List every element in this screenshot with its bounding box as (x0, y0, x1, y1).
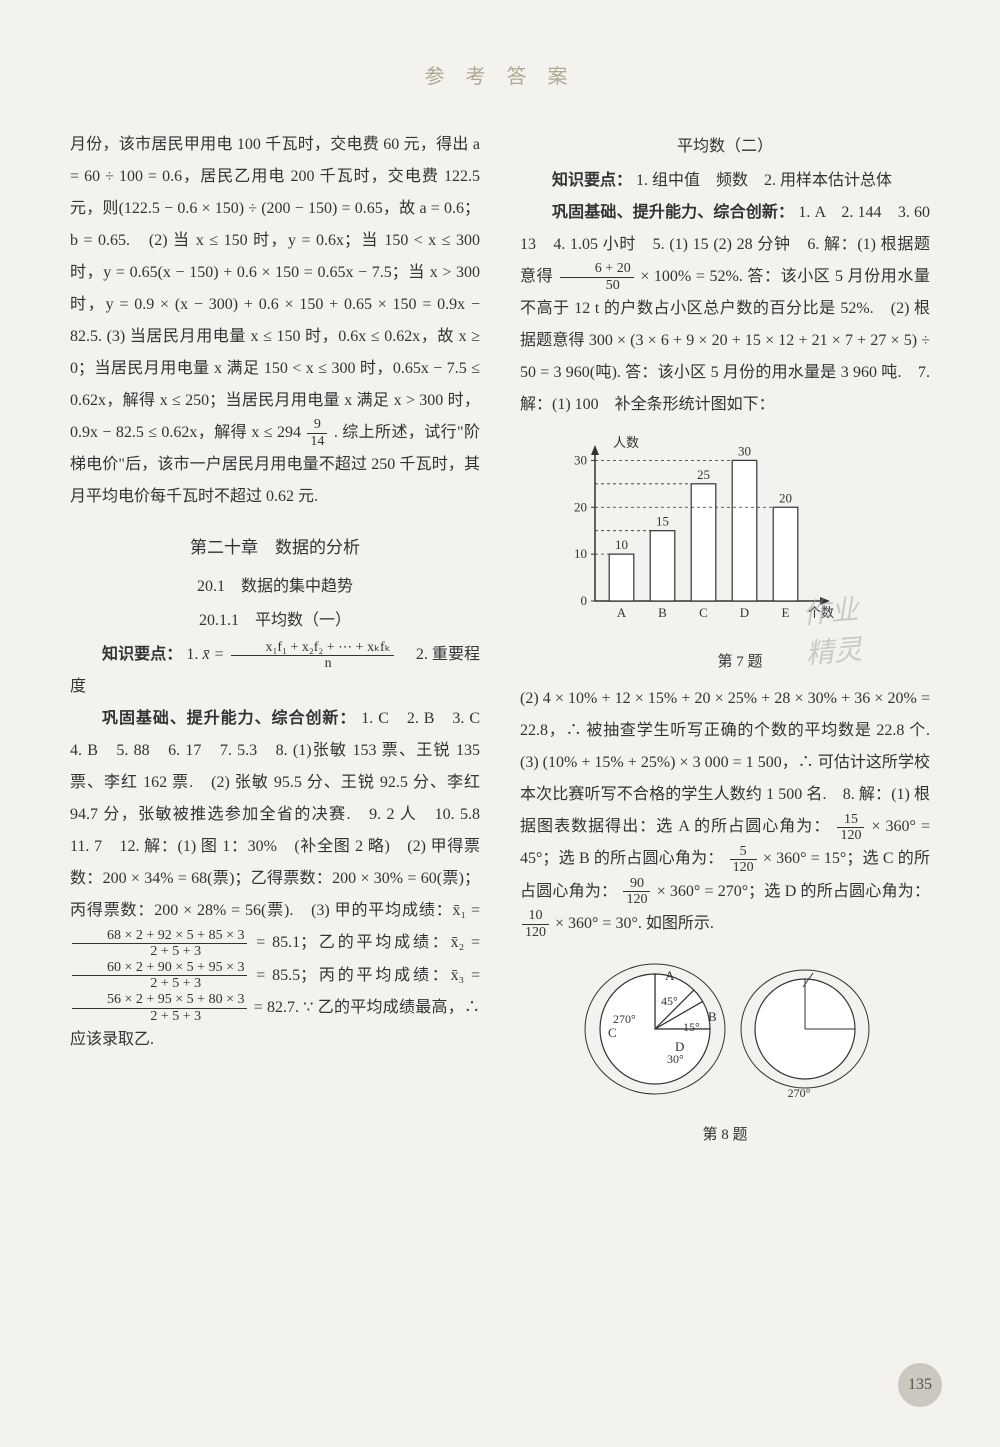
svg-text:30°: 30° (667, 1052, 684, 1066)
left-para-1a: 月份，该市居民甲用电 100 千瓦时，交电费 60 元，得出 a = 60 ÷ … (70, 136, 480, 441)
frac-8B: 5 120 (728, 844, 759, 876)
gonggu-b: = 85.1；乙的平均成绩：x̄₂ = (256, 934, 480, 951)
svg-text:15°: 15° (683, 1020, 700, 1034)
zhishi-1-prefix: 1. (186, 646, 202, 663)
svg-text:270°: 270° (788, 1086, 811, 1100)
right-zhishi: 知识要点： 1. 组中值 频数 2. 用样本估计总体 (520, 165, 930, 197)
svg-text:A: A (617, 605, 627, 620)
page-number: 135 (898, 1363, 942, 1407)
gonggu-label: 巩固基础、提升能力、综合创新： (102, 710, 356, 727)
right-gonggu-f: × 360° = 270°；选 D 的所占圆心角为： (657, 883, 930, 900)
gonggu-c: = 85.5；丙的平均成绩：x̄₃ = (256, 967, 480, 984)
frac-6-1: 6 + 20 50 (558, 261, 636, 293)
svg-text:10: 10 (615, 537, 628, 552)
zhishi-line: 知识要点： 1. x̄ = x₁f₁ + x₂f₂ + ⋯ + xₖfₖ n 2… (70, 639, 480, 703)
svg-text:0: 0 (581, 593, 588, 608)
right-gonggu-label: 巩固基础、提升能力、综合创新： (552, 204, 794, 221)
svg-text:C: C (699, 605, 708, 620)
page-header: 参 考 答 案 (70, 60, 930, 89)
svg-text:15: 15 (656, 514, 669, 529)
two-columns: 月份，该市居民甲用电 100 千瓦时，交电费 60 元，得出 a = 60 ÷ … (70, 129, 930, 1154)
chart-7-caption: 第 7 题 (550, 647, 930, 677)
frac-x3: 56 × 2 + 95 × 5 + 80 × 3 2 + 5 + 3 (70, 992, 249, 1024)
right-gonggu-2: (2) 4 × 10% + 12 × 15% + 20 × 25% + 28 ×… (520, 683, 930, 940)
right-gonggu-c: (2) 4 × 10% + 12 × 15% + 20 × 25% + 28 ×… (520, 690, 946, 835)
page: 参 考 答 案 月份，该市居民甲用电 100 千瓦时，交电费 60 元，得出 a… (70, 0, 930, 1154)
svg-text:A: A (665, 968, 675, 983)
zhishi-1-frac: x₁f₁ + x₂f₂ + ⋯ + xₖfₖ n (229, 640, 396, 672)
zhishi-label: 知识要点： (102, 646, 182, 663)
svg-text:C: C (608, 1025, 617, 1040)
frac-x2: 60 × 2 + 90 × 5 + 95 × 3 2 + 5 + 3 (70, 960, 249, 992)
chapter-20-title: 第二十章 数据的分析 (70, 531, 480, 565)
frac-8D: 10 120 (520, 908, 551, 940)
right-zhishi-label: 知识要点： (552, 172, 632, 189)
frac-x1: 68 × 2 + 92 × 5 + 85 × 3 2 + 5 + 3 (70, 928, 249, 960)
svg-text:20: 20 (779, 490, 792, 505)
gonggu-a: 1. C 2. B 3. C 4. B 5. 88 6. 17 7. 5.3 8… (70, 710, 496, 919)
svg-text:25: 25 (697, 467, 710, 482)
svg-text:30: 30 (574, 453, 587, 468)
left-para-1: 月份，该市居民甲用电 100 千瓦时，交电费 60 元，得出 a = 60 ÷ … (70, 129, 480, 513)
right-gonggu-1: 巩固基础、提升能力、综合创新： 1. A 2. 144 3. 60 13 4. … (520, 197, 930, 421)
svg-text:30: 30 (738, 444, 751, 459)
svg-text:270°: 270° (613, 1012, 636, 1026)
section-20-1: 20.1 数据的集中趋势 (70, 571, 480, 603)
svg-text:E: E (782, 605, 790, 620)
svg-text:人数: 人数 (613, 435, 639, 450)
svg-text:B: B (708, 1009, 717, 1024)
frac-8A: 15 120 (835, 812, 866, 844)
frac-9-14: 9 14 (305, 417, 329, 449)
right-column: 平均数（二） 知识要点： 1. 组中值 频数 2. 用样本估计总体 巩固基础、提… (520, 129, 930, 1154)
pie-8-svg: ABCD45°15°30°270°270° (555, 954, 895, 1104)
right-zhishi-text: 1. 组中值 频数 2. 用样本估计总体 (636, 172, 892, 189)
right-gonggu-g: × 360° = 30°. 如图所示. (555, 915, 714, 932)
zhishi-1-lhs: x̄ = (203, 646, 229, 663)
svg-text:20: 20 (574, 499, 587, 514)
svg-text:个数: 个数 (808, 605, 834, 620)
chart-7-svg: 0 10 20 30 人数个数 A 10 B 15 C 25 D 30 E 20 (550, 431, 850, 631)
pie-8: ABCD45°15°30°270°270° 第 8 题 (520, 954, 930, 1150)
svg-text:B: B (658, 605, 667, 620)
svg-text:D: D (740, 605, 749, 620)
section-20-1-1: 20.1.1 平均数（一） (70, 605, 480, 637)
chart-7: 0 10 20 30 人数个数 A 10 B 15 C 25 D 30 E 20 第 7 题 (550, 431, 930, 677)
gonggu-block: 巩固基础、提升能力、综合创新： 1. C 2. B 3. C 4. B 5. 8… (70, 703, 480, 1056)
left-column: 月份，该市居民甲用电 100 千瓦时，交电费 60 元，得出 a = 60 ÷ … (70, 129, 480, 1154)
right-title: 平均数（二） (520, 131, 930, 163)
svg-text:10: 10 (574, 546, 587, 561)
pie-8-caption: 第 8 题 (520, 1120, 930, 1150)
svg-text:45°: 45° (661, 994, 678, 1008)
frac-8C: 90 120 (621, 876, 652, 908)
